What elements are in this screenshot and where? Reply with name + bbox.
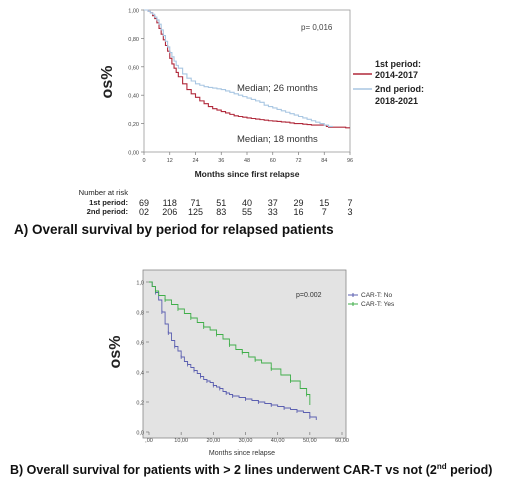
chart-b-series [149, 281, 317, 420]
x-tick-label: 84 [321, 158, 327, 164]
risk-table-row-label-2: 2nd period: [86, 207, 128, 216]
risk-cell: 33 [267, 207, 278, 217]
chart-b-y-ticks: 0,0 0,2 0,4 0,6 0,8 1,0 [136, 281, 149, 437]
chart-a-median-1: Median; 18 months [237, 134, 318, 145]
chart-b-x-label: Months since relapse [209, 450, 275, 457]
risk-cell: 02 [138, 207, 149, 217]
x-tick-label: 72 [295, 158, 301, 164]
chart-a-y-ticks: 0,00 0,20 0,40 0,60 0,80 1,00 [128, 9, 144, 157]
risk-cell: 51 [216, 198, 227, 208]
chart-a: 0,00 0,20 0,40 0,60 0,80 1,00 0 12 24 36 48 60 72 84… [99, 9, 424, 180]
series-line-1 [149, 281, 317, 420]
risk-table-header: Number at risk [78, 188, 128, 197]
risk-cell: 16 [293, 207, 304, 217]
chart-b-pvalue: p=0.002 [296, 292, 322, 299]
x-tick-label: 12 [167, 158, 173, 164]
x-tick-label: 60,00 [335, 438, 349, 444]
chart-a-plot-area [143, 9, 351, 153]
legend-label-period-1-line2: 2014-2017 [375, 70, 418, 80]
risk-cell: 7 [321, 207, 327, 217]
risk-cell: 125 [187, 207, 204, 217]
chart-b-x-ticks: ,00 10,00 20,00 30,00 40,00 50,00 60,00 [145, 432, 349, 444]
chart-a-x-ticks: 0 12 24 36 48 60 72 84 96 [142, 152, 353, 164]
chart-b-plot-area [142, 269, 347, 439]
chart-b-legend: CAR-T: No CAR-T: Yes [348, 292, 395, 308]
risk-cell: 37 [267, 198, 278, 208]
risk-cell: 69 [138, 198, 149, 208]
chart-a-legend: 1st period: 2014-2017 2nd period: 2018-2… [353, 59, 424, 106]
y-tick-label: 0,40 [128, 94, 139, 100]
x-tick-label: 24 [192, 158, 198, 164]
risk-cell: 83 [216, 207, 227, 217]
risk-cell: 3 [347, 207, 353, 217]
legend-label-cart-no: CAR-T: No [361, 292, 392, 299]
risk-cell: 118 [162, 198, 177, 208]
caption-b-end: period) [446, 463, 493, 478]
legend-label-cart-yes: CAR-T: Yes [361, 301, 395, 308]
y-tick-label: 0,0 [136, 431, 144, 437]
caption-b-main: B) Overall survival for patients with > … [10, 463, 437, 478]
x-tick-label: 36 [218, 158, 224, 164]
y-tick-label: 0,20 [128, 122, 139, 128]
x-tick-label: 48 [244, 158, 250, 164]
y-tick-label: 0,60 [128, 65, 139, 71]
x-tick-label: 60 [270, 158, 276, 164]
chart-b-y-label: os% [107, 336, 124, 369]
risk-cell: 206 [162, 207, 178, 217]
risk-cell: 40 [241, 198, 252, 208]
series-line-2 [149, 281, 311, 405]
chart-a-series [144, 9, 350, 129]
chart-a-y-label: os% [99, 66, 116, 99]
risk-cell: 29 [293, 198, 304, 208]
y-tick-label: 0,2 [136, 401, 144, 407]
x-tick-label: 40,00 [271, 438, 285, 444]
series-line-2 [144, 9, 333, 127]
series-line-1 [144, 9, 350, 129]
y-tick-label: 0,8 [136, 311, 144, 317]
legend-label-period-2-line1: 2nd period: [375, 84, 424, 94]
legend-label-period-2-line2: 2018-2021 [375, 96, 418, 106]
risk-cell: 7 [347, 198, 353, 208]
chart-b: 0,0 0,2 0,4 0,6 0,8 1,0 ,00 10,00 20,00 30,00 40,… [107, 269, 395, 457]
risk-table-row-label-1: 1st period: [89, 198, 128, 207]
x-tick-label: 10,00 [174, 438, 188, 444]
y-tick-label: 0,6 [136, 341, 144, 347]
caption-b: B) Overall survival for patients with > … [10, 462, 492, 477]
x-tick-label: ,00 [145, 438, 153, 444]
risk-cell: 55 [241, 207, 252, 217]
risk-cell: 71 [190, 198, 201, 208]
legend-label-period-1-line1: 1st period: [375, 59, 421, 69]
x-tick-label: 50,00 [303, 438, 317, 444]
x-tick-label: 30,00 [239, 438, 253, 444]
risk-cell: 15 [319, 198, 330, 208]
caption-a: A) Overall survival by period for relaps… [14, 222, 334, 237]
chart-a-median-2: Median; 26 months [237, 83, 318, 94]
x-tick-label: 96 [347, 158, 353, 164]
y-tick-label: 1,00 [128, 9, 139, 15]
y-tick-label: 0,4 [136, 371, 144, 377]
y-tick-label: 0,00 [128, 151, 139, 157]
x-tick-label: 20,00 [206, 438, 220, 444]
chart-a-x-label: Months since first relapse [195, 169, 300, 179]
y-tick-label: 0,80 [128, 37, 139, 43]
x-tick-label: 0 [142, 158, 145, 164]
y-tick-label: 1,0 [136, 281, 144, 287]
chart-a-pvalue: p= 0,016 [301, 23, 333, 32]
caption-b-sup: nd [436, 462, 447, 471]
